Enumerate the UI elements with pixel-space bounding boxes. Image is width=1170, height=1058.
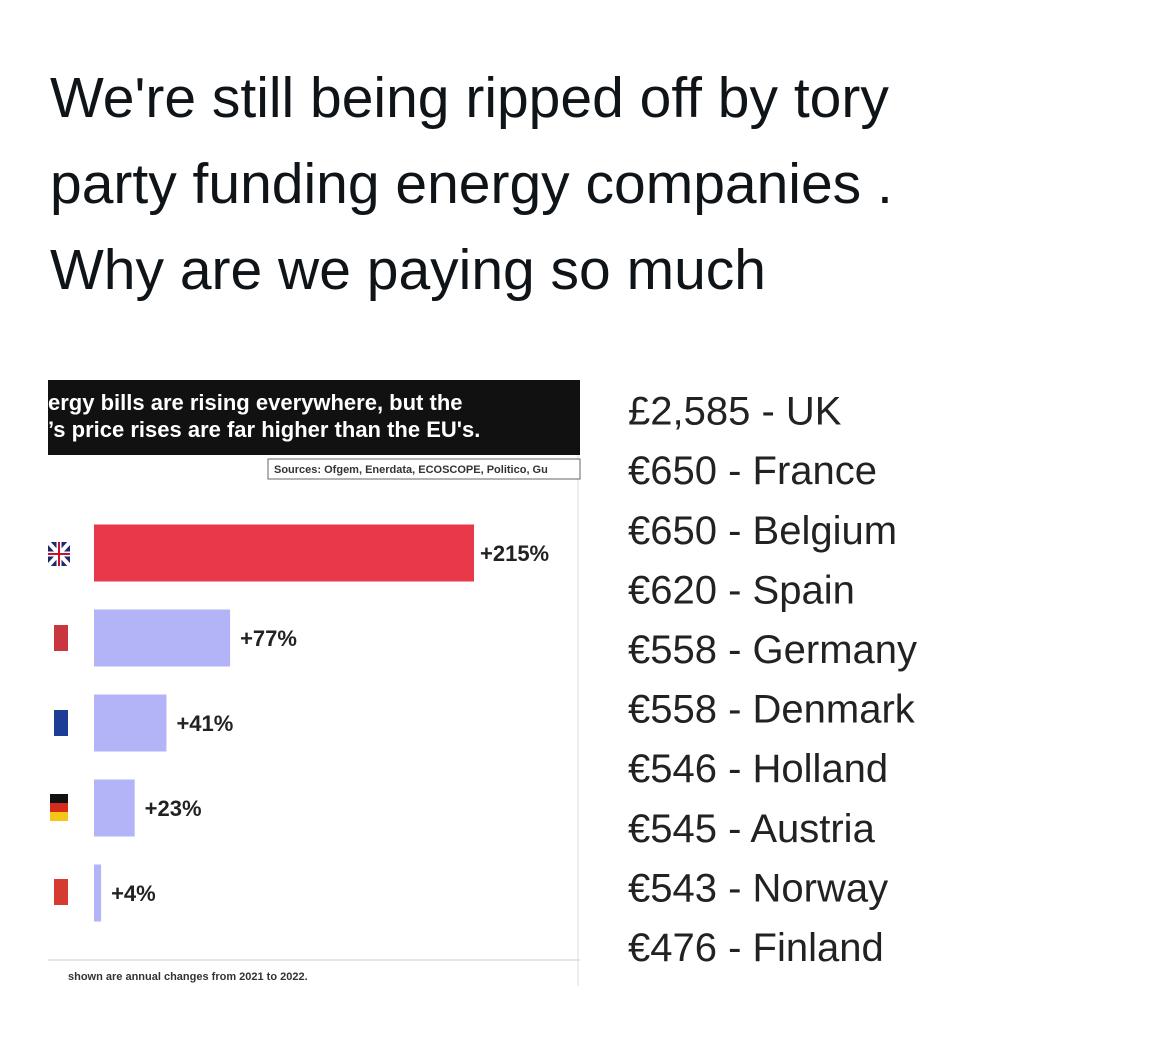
chart-image [48, 380, 580, 986]
bar-value-label: +41% [176, 711, 233, 736]
source-box [267, 458, 581, 480]
price-item: €543 - Norway [628, 866, 888, 910]
bar [94, 524, 474, 582]
flag-red [54, 879, 68, 905]
chart-title: ’s price rises are far higher than the E… [48, 417, 480, 442]
price-item: €558 - Germany [628, 628, 917, 672]
chart-header [48, 380, 580, 455]
bar [94, 609, 231, 667]
bar [94, 864, 102, 922]
flag-uk [46, 540, 72, 568]
tweet-text: Why are we paying so much [50, 238, 766, 302]
chart-title: ergy bills are rising everywhere, but th… [48, 390, 463, 415]
bar-value-label: +77% [240, 626, 297, 651]
chart-footnote: shown are annual changes from 2021 to 20… [68, 971, 308, 983]
price-item: €545 - Austria [628, 807, 876, 851]
tweet-text: We're still being ripped off by tory [50, 66, 889, 130]
tweet-text: party funding energy companies . [50, 152, 893, 216]
price-item: €650 - France [628, 449, 877, 493]
bar-value-label: +4% [111, 881, 156, 906]
bar-value-label: +215% [480, 541, 549, 566]
price-item: €558 - Denmark [628, 688, 916, 732]
bar [94, 694, 167, 752]
price-item: €620 - Spain [628, 568, 855, 612]
flag-germany [50, 794, 68, 821]
price-item: €476 - Finland [628, 926, 884, 970]
chart-source: Sources: Ofgem, Enerdata, ECOSCOPE, Poli… [274, 464, 548, 476]
bar [94, 779, 135, 837]
price-item: €650 - Belgium [628, 509, 897, 553]
bar-value-label: +23% [145, 796, 202, 821]
flag-eu [54, 710, 68, 736]
flag-red [54, 625, 68, 651]
price-item: £2,585 - UK [628, 390, 842, 434]
price-item: €546 - Holland [628, 747, 888, 791]
